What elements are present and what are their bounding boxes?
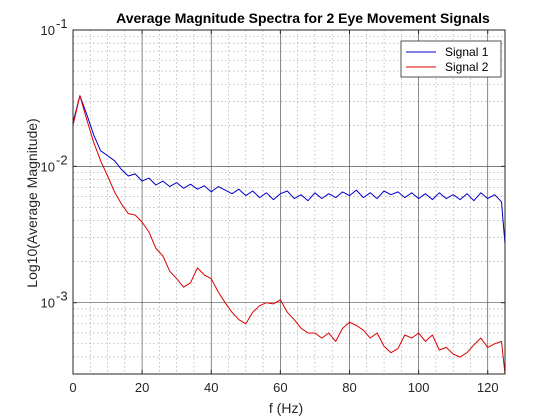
x-axis-label: f (Hz) <box>269 400 303 416</box>
y-axis-label: Log10(Average Magnitude) <box>24 118 40 287</box>
y-tick-label: 10 <box>41 296 55 311</box>
legend-label-1: Signal 1 <box>445 45 489 59</box>
y-tick-label: 10 <box>41 23 55 38</box>
x-tick-label: 120 <box>477 380 499 395</box>
y-tick-exponent: -3 <box>56 289 68 304</box>
axes-box <box>72 29 506 375</box>
series-line-1 <box>72 95 506 244</box>
legend-box <box>400 40 502 78</box>
series-lines <box>72 95 506 375</box>
x-tick-label: 100 <box>408 380 430 395</box>
series-line-2 <box>72 95 506 375</box>
chart-title: Average Magnitude Spectra for 2 Eye Move… <box>116 10 490 26</box>
y-tick-label: 10 <box>41 159 55 174</box>
y-tick-exponent: -1 <box>56 16 68 31</box>
x-tick-label: 80 <box>342 380 356 395</box>
x-tick-label: 40 <box>204 380 218 395</box>
x-tick-label: 60 <box>273 380 287 395</box>
y-tick-exponent: -2 <box>56 152 68 167</box>
legend-label-2: Signal 2 <box>445 60 489 74</box>
x-tick-label: 20 <box>135 380 149 395</box>
x-ticks: 0 20 40 60 80 100 120 <box>69 30 499 395</box>
y-ticks: 10-110-210-3 <box>41 16 505 311</box>
x-tick-label: 0 <box>69 380 76 395</box>
